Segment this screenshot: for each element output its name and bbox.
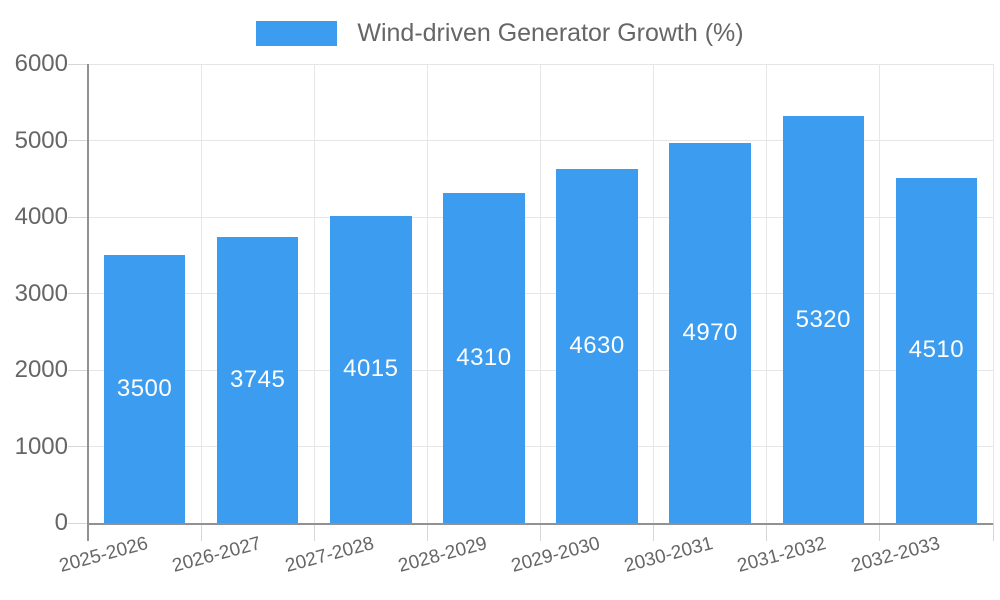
- bar[interactable]: 4630: [556, 168, 638, 523]
- y-axis-tick-label: 3000: [14, 279, 68, 307]
- y-axis-tick-label: 5000: [14, 126, 68, 154]
- y-axis-tick: [68, 216, 88, 218]
- bar-value-label: 3745: [229, 365, 286, 393]
- y-axis-tick-label: 4000: [14, 203, 68, 230]
- y-axis-tick-label: 1000: [14, 432, 68, 460]
- x-axis-tick: [540, 523, 541, 541]
- y-axis-tick-label: 0: [54, 509, 68, 536]
- x-gridline: [313, 64, 315, 523]
- x-axis-category-label: 2031-2032: [735, 533, 829, 577]
- x-axis-category-label: 2028-2029: [396, 533, 490, 577]
- bar-value-label: 4015: [343, 355, 399, 383]
- bar[interactable]: 3745: [216, 236, 299, 523]
- x-axis-category-label: 2027-2028: [283, 533, 377, 577]
- x-gridline: [879, 64, 881, 523]
- y-axis-line: [87, 64, 89, 541]
- legend-label: Wind-driven Generator Growth (%): [357, 19, 744, 47]
- bar[interactable]: 5320: [782, 116, 865, 523]
- y-axis-tick-label: 6000: [14, 50, 68, 77]
- x-axis-category-label: 2025-2026: [56, 533, 150, 577]
- x-axis-tick: [879, 523, 881, 541]
- x-axis-category-label: 2029-2030: [509, 533, 603, 577]
- x-axis-tick: [200, 523, 202, 541]
- y-axis-tick: [68, 522, 88, 524]
- bar-value-label: 3500: [116, 375, 173, 403]
- x-gridline: [200, 64, 202, 523]
- x-axis-category-label: 2032-2033: [848, 533, 942, 577]
- bar-value-label: 4970: [682, 318, 738, 346]
- x-gridline: [766, 64, 768, 523]
- bar-value-label: 5320: [795, 305, 851, 333]
- legend-swatch: [256, 21, 338, 46]
- plot-area: 0 1000 2000 3000 4000 5000 6000 3500 3745 4015 431…: [15, 50, 994, 577]
- bar[interactable]: 4510: [895, 177, 978, 523]
- x-axis-tick: [313, 523, 315, 541]
- bar[interactable]: 3500: [103, 255, 186, 523]
- x-axis-tick: [426, 523, 428, 541]
- bar-value-label: 4310: [456, 344, 512, 372]
- y-axis-tick: [68, 446, 88, 447]
- y-axis-tick: [68, 369, 88, 371]
- x-gridline: [426, 64, 428, 523]
- bar[interactable]: 4970: [669, 142, 751, 523]
- x-gridline: [540, 64, 541, 523]
- x-axis-line: [88, 523, 993, 525]
- bar[interactable]: 4310: [443, 193, 525, 523]
- y-axis-tick-label: 2000: [14, 356, 68, 383]
- y-axis-tick: [68, 63, 88, 65]
- bar[interactable]: 4015: [330, 215, 412, 523]
- legend[interactable]: Wind-driven Generator Growth (%): [0, 19, 1000, 48]
- bar-value-label: 4510: [908, 336, 965, 364]
- x-axis-tick: [653, 523, 655, 541]
- x-gridline: [992, 64, 994, 523]
- x-axis-tick: [992, 523, 994, 541]
- y-axis-tick: [68, 293, 88, 294]
- y-axis-tick: [68, 140, 88, 141]
- x-axis-tick: [766, 523, 768, 541]
- x-gridline: [653, 64, 655, 523]
- bar-value-label: 4630: [569, 331, 625, 359]
- x-axis-category-label: 2026-2027: [169, 533, 264, 577]
- x-axis-category-label: 2030-2031: [622, 533, 716, 577]
